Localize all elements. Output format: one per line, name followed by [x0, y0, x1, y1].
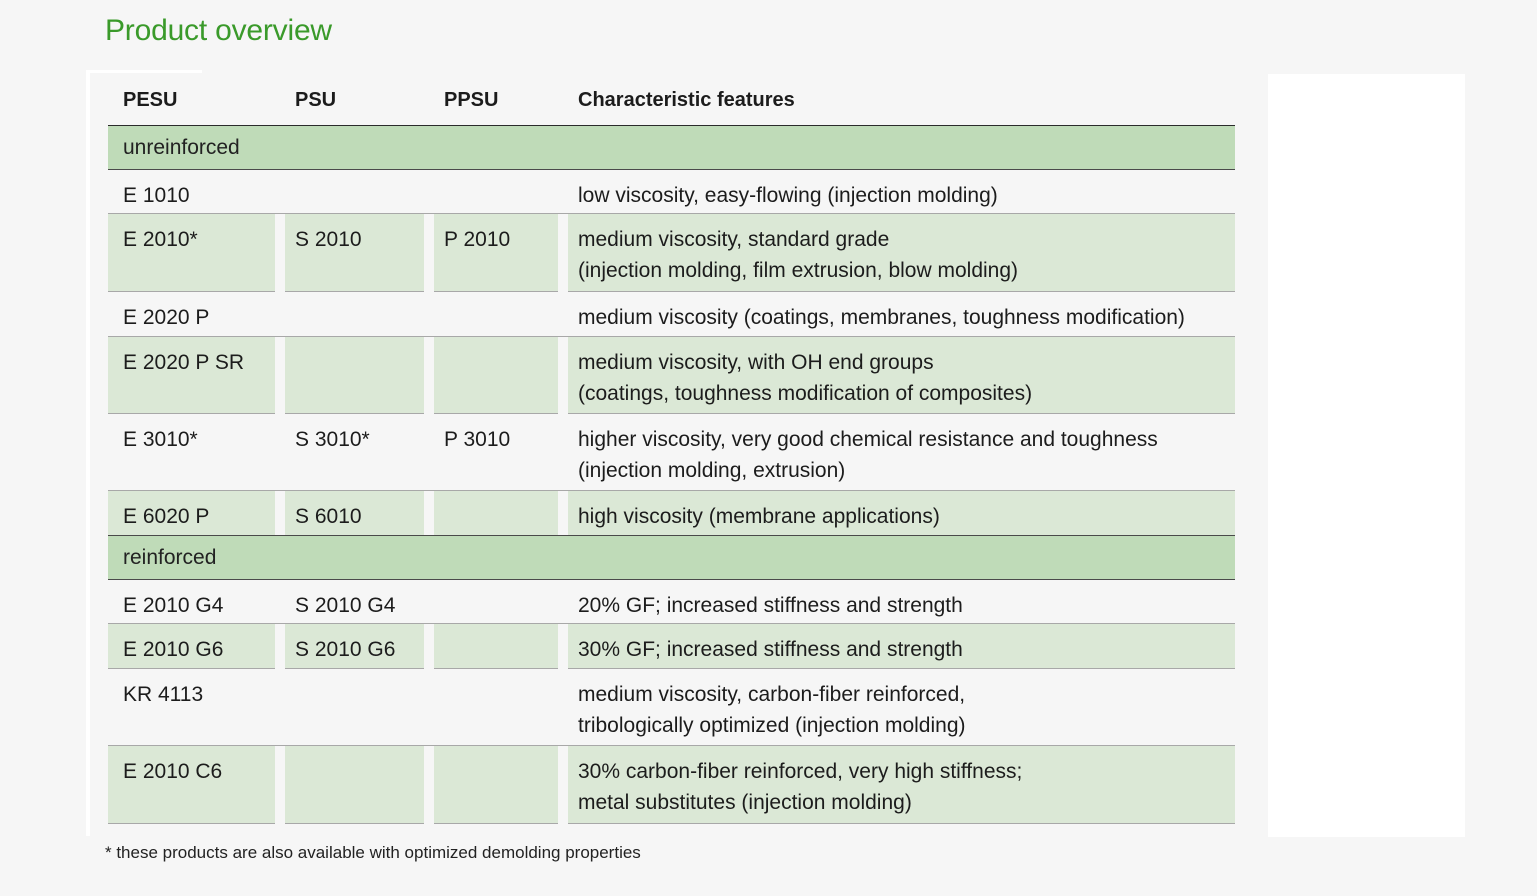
cell-pesu: E 3010*: [123, 428, 198, 451]
cell-features: medium viscosity, standard grade (inject…: [578, 228, 1019, 282]
cell-psu: S 6010: [295, 505, 362, 528]
table-row: E 6020 P S 6010 high viscosity (membrane…: [108, 491, 1235, 535]
cell-pesu: E 2010 C6: [123, 760, 223, 783]
table-row: E 3010* S 3010* P 3010 higher viscosity,…: [108, 414, 1235, 491]
cell-psu: S 2010: [295, 228, 362, 251]
side-panel: [1268, 74, 1465, 837]
header-features: Characteristic features: [578, 89, 795, 111]
cell-psu: S 2010 G4: [295, 594, 396, 617]
table-row: E 2020 P medium viscosity (coatings, mem…: [108, 292, 1235, 337]
table-row: E 2010 G6 S 2010 G6 30% GF; increased st…: [108, 624, 1235, 669]
cell-features: 30% GF; increased stiffness and strength: [578, 638, 963, 661]
cell-features: medium viscosity, with OH end groups (co…: [578, 351, 1033, 405]
section-unreinforced: unreinforced: [108, 126, 1235, 170]
cell-pesu: E 6020 P: [123, 505, 210, 528]
cell-features: high viscosity (membrane applications): [578, 505, 940, 528]
cell-psu: S 2010 G6: [295, 638, 396, 661]
cell-features: medium viscosity (coatings, membranes, t…: [578, 306, 1185, 329]
section-label: reinforced: [123, 546, 217, 569]
cell-features: medium viscosity, carbon-fiber reinforce…: [578, 683, 966, 737]
cell-pesu: KR 4113: [123, 683, 204, 706]
header-ppsu: PPSU: [444, 89, 499, 111]
header-psu: PSU: [295, 89, 337, 111]
table-row: E 2010 G4 S 2010 G4 20% GF; increased st…: [108, 580, 1235, 624]
cell-pesu: E 2010*: [123, 228, 198, 251]
table-row: E 1010 low viscosity, easy-flowing (inje…: [108, 170, 1235, 214]
table-row: E 2020 P SR medium viscosity, with OH en…: [108, 337, 1235, 414]
cell-ppsu: P 3010: [444, 428, 511, 451]
cell-ppsu: P 2010: [444, 228, 511, 251]
header-pesu: PESU: [123, 89, 178, 111]
table-row: KR 4113 medium viscosity, carbon-fiber r…: [108, 669, 1235, 746]
section-reinforced: reinforced: [108, 535, 1235, 580]
cell-psu: S 3010*: [295, 428, 370, 451]
cell-features: higher viscosity, very good chemical res…: [578, 428, 1158, 482]
table-row: E 2010 C6 30% carbon-fiber reinforced, v…: [108, 746, 1235, 824]
footnote: * these products are also available with…: [105, 843, 641, 862]
cell-features: 30% carbon-fiber reinforced, very high s…: [578, 760, 1023, 814]
table-row: E 2010* S 2010 P 2010 medium viscosity, …: [108, 214, 1235, 292]
cell-pesu: E 2020 P: [123, 306, 210, 329]
cell-pesu: E 2020 P SR: [123, 351, 245, 374]
section-label: unreinforced: [123, 136, 240, 159]
cell-pesu: E 2010 G4: [123, 594, 224, 617]
cell-pesu: E 2010 G6: [123, 638, 224, 661]
frame-top-line: [86, 70, 202, 73]
cell-pesu: E 1010: [123, 184, 190, 207]
frame-left-line: [86, 70, 90, 836]
page-title: Product overview: [105, 14, 332, 47]
cell-features: low viscosity, easy-flowing (injection m…: [578, 184, 998, 207]
product-table: PESU PSU PPSU Characteristic features un…: [108, 79, 1235, 824]
cell-features: 20% GF; increased stiffness and strength: [578, 594, 963, 617]
table-header: PESU PSU PPSU Characteristic features: [108, 79, 1235, 126]
